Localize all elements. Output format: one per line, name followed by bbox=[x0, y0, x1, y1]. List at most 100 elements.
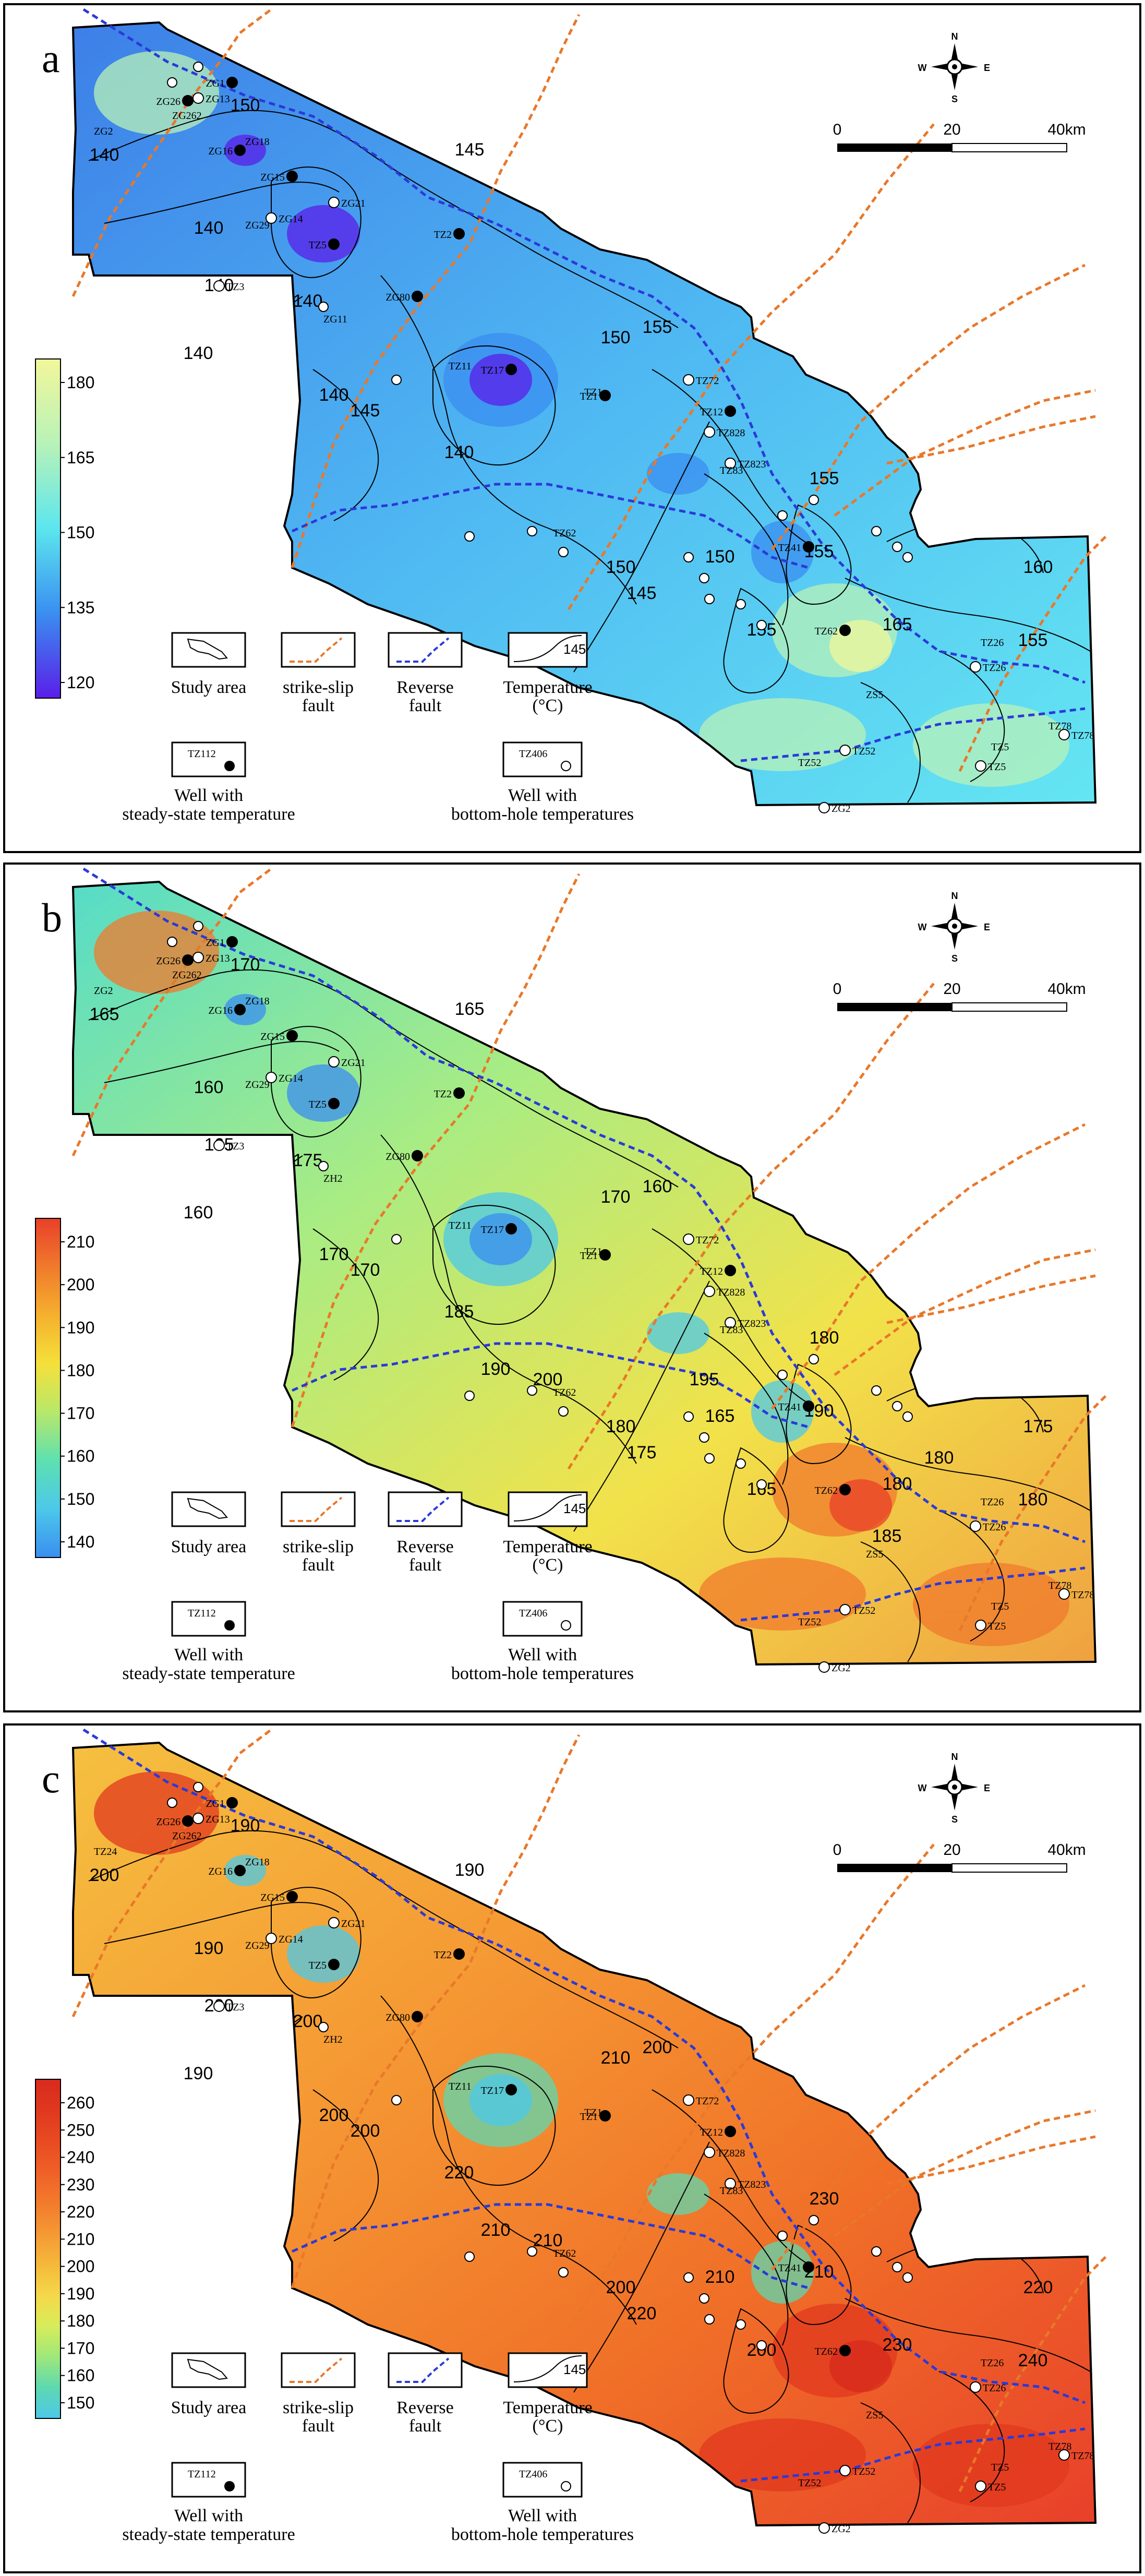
well-label: TZ2 bbox=[434, 1088, 452, 1100]
well-steady-state bbox=[803, 541, 814, 553]
well-bht bbox=[683, 374, 694, 386]
contour-label: 175 bbox=[1023, 1417, 1053, 1436]
well-label: ZG14 bbox=[279, 213, 303, 225]
well-steady-state bbox=[725, 1265, 736, 1276]
well-steady-state bbox=[599, 2110, 611, 2122]
legend-well-tag: TZ406 bbox=[519, 2469, 547, 2480]
well-steady-state bbox=[182, 95, 194, 106]
well-bht bbox=[736, 2319, 746, 2330]
contour-sample-label: 145 bbox=[563, 641, 586, 657]
color-scale-tick: 200 bbox=[67, 2257, 94, 2276]
well-label: ZG16 bbox=[208, 1866, 233, 1877]
contour-label: 190 bbox=[481, 1359, 511, 1379]
contour-label: 200 bbox=[606, 2278, 636, 2297]
contour-line bbox=[845, 2298, 1091, 2372]
well-steady-state bbox=[182, 954, 194, 966]
contour-line bbox=[860, 682, 921, 803]
well-label: TZ78 bbox=[1071, 730, 1094, 741]
well-label: TZ62 bbox=[553, 1387, 576, 1398]
well-bht bbox=[683, 2272, 694, 2283]
color-scale-tick: 230 bbox=[67, 2175, 94, 2194]
well-label: TZ5 bbox=[309, 1960, 327, 1971]
contour-label: 145 bbox=[351, 401, 380, 421]
legend-label: Well with bbox=[174, 2506, 243, 2525]
well-bht bbox=[725, 458, 736, 469]
contour-label: 140 bbox=[184, 343, 213, 363]
strike-slip-fault bbox=[71, 1729, 272, 2018]
strike-slip-fault bbox=[771, 263, 1086, 550]
well-label: TZ78 bbox=[1071, 2450, 1094, 2462]
map-panel-b: 1701651601751701601651651701701601651651… bbox=[3, 862, 1141, 1712]
legend-well-tag: TZ406 bbox=[519, 1608, 547, 1619]
well-label: TZ11 bbox=[449, 1220, 472, 1231]
compass-letter: S bbox=[951, 953, 958, 964]
legend-label: Temperature bbox=[503, 1537, 592, 1556]
strike-slip-fault bbox=[958, 1395, 1107, 1632]
well-steady-state bbox=[234, 1865, 246, 1876]
well-label: TZ78 bbox=[1048, 721, 1071, 732]
well-label: TZ52 bbox=[798, 1616, 821, 1628]
well-bht bbox=[391, 2095, 402, 2105]
anomaly-blob bbox=[469, 2074, 532, 2126]
reverse-fault bbox=[291, 1342, 809, 1429]
legend-label: Well with bbox=[174, 1645, 243, 1664]
contour-label: 150 bbox=[705, 547, 735, 567]
well-label: ZG262 bbox=[172, 1830, 202, 1842]
well-bht bbox=[975, 2481, 986, 2492]
well-label: ZG2 bbox=[94, 985, 113, 997]
well-label: TZ5 bbox=[991, 741, 1009, 753]
well-bht bbox=[902, 1411, 913, 1422]
well-label: TZ5 bbox=[991, 1601, 1009, 1612]
well-bht bbox=[871, 2246, 882, 2257]
well-steady-state bbox=[286, 171, 298, 182]
contour-line bbox=[380, 275, 637, 605]
well-bht bbox=[167, 77, 177, 88]
well-bht bbox=[527, 1385, 537, 1396]
well-label: ZG14 bbox=[279, 1073, 303, 1084]
well-bht bbox=[809, 1354, 819, 1364]
contour-label: 190 bbox=[184, 2064, 213, 2083]
well-label: TZ62 bbox=[553, 2248, 576, 2259]
legend-label: steady-state temperature bbox=[122, 1664, 295, 1683]
well-label: TZ52 bbox=[852, 1605, 875, 1616]
well-label: TZ3 bbox=[226, 2002, 244, 2013]
contour-sample-label: 145 bbox=[563, 2362, 586, 2377]
panel-letter: a bbox=[42, 35, 60, 81]
anomaly-blob bbox=[94, 1771, 219, 1855]
well-bht bbox=[970, 661, 981, 673]
well-label: TZ5 bbox=[988, 761, 1006, 773]
scale-label: 0 bbox=[833, 1841, 842, 1859]
well-steady-state bbox=[182, 1815, 194, 1827]
well-label: ZG21 bbox=[341, 1918, 366, 1930]
well-bht bbox=[756, 2340, 767, 2351]
contour-label: 220 bbox=[627, 2304, 657, 2323]
legend-label: Reverse bbox=[396, 2398, 454, 2417]
well-bht bbox=[328, 1917, 340, 1928]
well-bht bbox=[527, 526, 537, 536]
contour-icon bbox=[513, 635, 582, 662]
well-label: ZG13 bbox=[206, 93, 230, 105]
contour-label: 160 bbox=[1023, 557, 1053, 577]
well-label: TZ26 bbox=[983, 2382, 1006, 2394]
contour-line bbox=[938, 651, 1005, 782]
contour-label: 170 bbox=[601, 1187, 631, 1207]
well-label: TZ828 bbox=[717, 2148, 745, 2159]
legend-label: fault bbox=[302, 696, 335, 715]
contour-line bbox=[380, 1995, 637, 2325]
strike-slip-fault bbox=[958, 2256, 1107, 2493]
anomaly-blob bbox=[469, 1213, 532, 1265]
well-bht bbox=[558, 2267, 569, 2278]
contour-line bbox=[271, 1026, 361, 1137]
well-label: TZ78 bbox=[1071, 1589, 1094, 1601]
anomaly-blob bbox=[287, 1925, 360, 1983]
strike-slip-fault bbox=[834, 389, 1096, 517]
strike-slip-fault bbox=[771, 1123, 1086, 1410]
well-bht bbox=[892, 1401, 902, 1411]
well-label: TZ5 bbox=[988, 2482, 1006, 2493]
contour-label: 185 bbox=[872, 1526, 902, 1546]
reverse-fault bbox=[82, 867, 1086, 1543]
well-label: ZG2 bbox=[94, 126, 113, 137]
strike-slip-icon bbox=[290, 637, 343, 663]
contour-label: 195 bbox=[690, 1370, 719, 1389]
